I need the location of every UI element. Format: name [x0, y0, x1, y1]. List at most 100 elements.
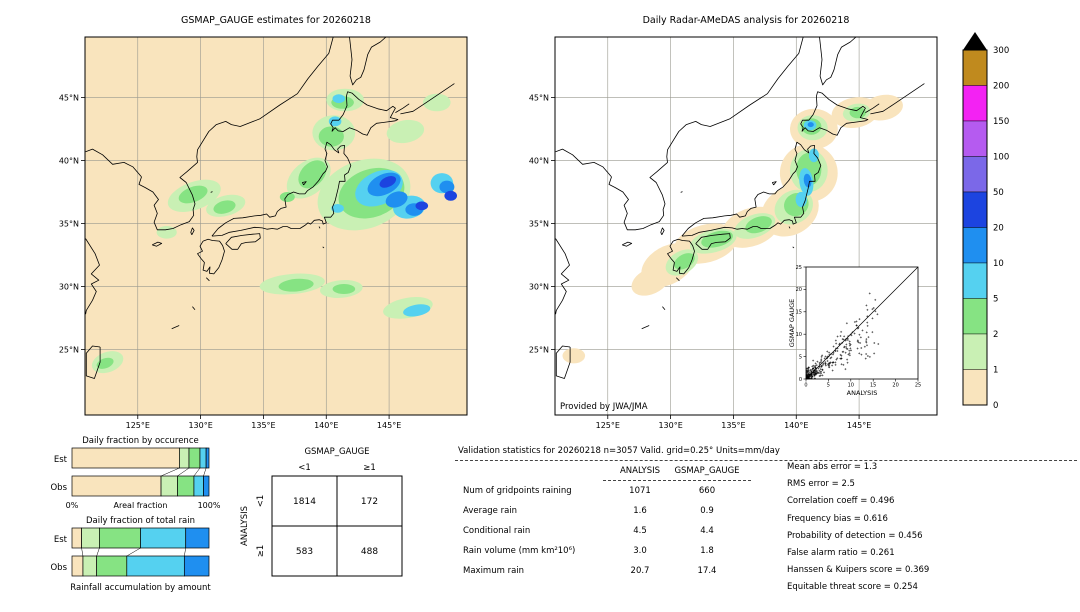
colorbar-segment: [962, 262, 988, 299]
colorbar-tick-label: 5: [993, 295, 998, 305]
stat-value-analysis: 1071: [629, 486, 651, 496]
colorbar-tick-label: 1: [993, 366, 998, 376]
bar-segment: [71, 527, 82, 549]
colorbar-tick-label: 50: [993, 188, 1004, 198]
validation-stats-panel: Validation statistics for 20260218 n=305…: [455, 444, 1080, 609]
bar-segment: [126, 555, 185, 577]
bar-segment: [82, 555, 98, 577]
axis-label-0pct: 0%: [66, 501, 79, 510]
stats-title: Validation statistics for 20260218 n=305…: [458, 446, 780, 456]
bar-segment: [203, 475, 210, 497]
stats-col-header-gsmap: GSMAP_GAUGE: [674, 466, 740, 476]
map-border: [84, 36, 468, 416]
bar-row-label: Est: [54, 535, 68, 545]
occurrence-chart-title: Daily fraction by occurence: [82, 436, 198, 446]
colorbar-tick-label: 300: [993, 46, 1009, 56]
accumulation-chart-footer: Rainfall accumulation by amount: [70, 583, 211, 593]
svg-text:0: 0: [799, 377, 802, 383]
coastlines: [85, 37, 455, 379]
stat-row-label: Average rain: [463, 506, 518, 516]
y-tick-label: 25°N: [59, 345, 79, 354]
stat-value-analysis: 3.0: [633, 546, 647, 556]
stat-value-analysis: 20.7: [630, 566, 650, 576]
bar-segment: [199, 447, 207, 469]
contingency-cell-value: 1814: [293, 497, 316, 507]
bar-row-label: Est: [54, 455, 68, 465]
contingency-row-label: ≥1: [256, 545, 266, 558]
svg-text:10: 10: [796, 332, 802, 338]
x-tick-label: 140°E: [784, 421, 808, 430]
map-background: [85, 37, 467, 415]
colorbar-overflow-triangle: [963, 32, 987, 50]
map-border: [554, 36, 938, 416]
bar-segment: [71, 447, 180, 469]
x-tick-label: 135°E: [251, 421, 275, 430]
svg-text:15: 15: [796, 310, 802, 316]
contingency-col-label: ≥1: [363, 463, 376, 473]
stat-row-label: Rain volume (mm km²10⁶): [463, 546, 576, 556]
precipitation-field: [562, 94, 903, 364]
metric-line: Mean abs error = 1.3: [787, 462, 878, 472]
contingency-row-label: <1: [256, 495, 266, 508]
scatter-points: [805, 292, 880, 380]
metric-line: Correlation coeff = 0.496: [787, 496, 895, 507]
bar-segment: [81, 527, 100, 549]
x-tick-label: 125°E: [596, 421, 620, 430]
radar-precipitation-map: 125°E 130°E 135°E 140°E 145°E 45°N 40°N 35°N 30°…: [529, 36, 938, 430]
svg-text:5: 5: [827, 383, 830, 389]
y-tick-label: 30°N: [529, 282, 549, 291]
stat-value-gsmap: 17.4: [697, 566, 717, 576]
map-credit: Provided by JWA/JMA: [560, 402, 648, 412]
bar-segment: [193, 475, 204, 497]
stats-header-divider: [603, 480, 751, 481]
bar-segment: [185, 527, 210, 549]
bar-segment: [99, 527, 141, 549]
y-tick-label: 40°N: [59, 156, 79, 165]
colorbar-segment: [962, 227, 988, 264]
y-tick-label: 45°N: [59, 93, 79, 102]
colorbar-tick-label: 200: [993, 82, 1009, 92]
stat-value-gsmap: 1.8: [700, 546, 714, 556]
colorbar-tick-label: 150: [993, 117, 1009, 127]
stat-row-label: Num of gridpoints raining: [463, 486, 572, 496]
x-tick-label: 135°E: [721, 421, 745, 430]
colorbar-tick-label: 0: [993, 401, 998, 411]
svg-text:5: 5: [799, 354, 802, 360]
colorbar-segment: [962, 156, 988, 193]
stat-value-analysis: 1.6: [633, 506, 647, 516]
y-tick-label: 30°N: [59, 282, 79, 291]
stat-value-gsmap: 4.4: [700, 526, 714, 536]
stat-value-gsmap: 660: [698, 486, 716, 496]
x-tick-label: 130°E: [658, 421, 682, 430]
colorbar-tick-label: 100: [993, 153, 1009, 163]
y-tick-label: 25°N: [529, 345, 549, 354]
contingency-row-group-label: ANALYSIS: [240, 506, 250, 546]
y-tick-label: 35°N: [59, 219, 79, 228]
stat-row-label: Maximum rain: [463, 566, 525, 576]
colorbar-segment: [962, 298, 988, 335]
stats-top-divider: [455, 460, 1077, 461]
bar-segment: [183, 555, 210, 577]
stat-value-gsmap: 0.9: [700, 506, 714, 516]
svg-text:25: 25: [796, 265, 802, 271]
x-tick-label: 140°E: [314, 421, 338, 430]
colorbar-tick-label: 20: [993, 224, 1004, 234]
bar-segment: [71, 475, 162, 497]
metric-line: Probability of detection = 0.456: [787, 530, 923, 541]
bar-row-label: Obs: [50, 563, 67, 573]
bar-segment: [71, 555, 84, 577]
precipitation-field: [91, 88, 458, 374]
inset-scatter-plot: 00 5 5 10 10 15 15 20 20 25 25 ANALYSIS GSMAP GAUGE: [788, 265, 921, 397]
svg-text:20: 20: [796, 287, 802, 293]
stats-col-header-analysis: ANALYSIS: [619, 466, 661, 476]
colorbar-tick-label: 10: [993, 259, 1004, 269]
coastlines: [555, 37, 925, 379]
bar-segment: [205, 447, 210, 469]
stat-row-label: Conditional rain: [463, 526, 531, 536]
bar-segment: [140, 527, 187, 549]
colorbar-segment: [962, 49, 988, 86]
contingency-cell-value: 488: [361, 547, 378, 557]
bar-row-label: Obs: [50, 483, 67, 493]
metric-line: Equitable threat score = 0.254: [787, 582, 918, 593]
